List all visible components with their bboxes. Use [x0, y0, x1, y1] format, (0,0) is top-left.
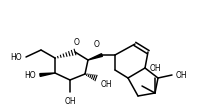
Text: OH: OH [64, 97, 75, 106]
Text: OH: OH [148, 64, 160, 73]
Text: OH: OH [175, 70, 187, 79]
Text: O: O [74, 38, 80, 47]
Polygon shape [88, 54, 102, 60]
Text: HO: HO [24, 70, 36, 79]
Polygon shape [40, 73, 55, 76]
Text: O: O [94, 40, 100, 49]
Text: OH: OH [100, 80, 112, 89]
Text: HO: HO [10, 53, 22, 61]
